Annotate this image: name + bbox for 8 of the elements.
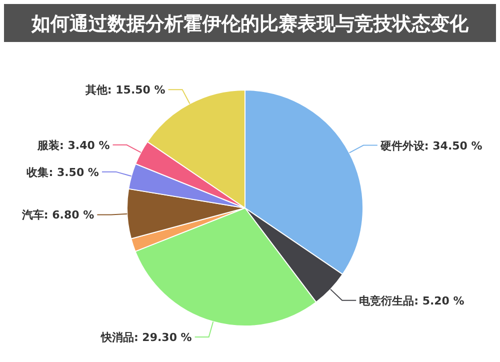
slice-label: 收集: 3.50 % bbox=[26, 166, 99, 179]
slice-label: 汽车: 6.80 % bbox=[20, 208, 94, 222]
slice-label: 硬件外设: 34.50 % bbox=[379, 139, 482, 152]
slice-label: 其他: 15.50 % bbox=[84, 84, 166, 97]
slice-label: 服装: 3.40 % bbox=[36, 138, 110, 152]
chart-title: 如何通过数据分析霍伊伦的比赛表现与竞技状态变化 bbox=[30, 13, 470, 35]
slice-label: 电竞衍生品: 5.20 % bbox=[359, 294, 464, 308]
slice-label: 快消品: 29.30 % bbox=[100, 331, 192, 344]
